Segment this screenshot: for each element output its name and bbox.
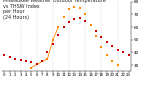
Point (111, 61, 114, 62)
Point (127, 54, 130, 56)
Point (73, 19, 76, 20)
Point (84, 20, 87, 21)
Point (68, 9, 70, 10)
Point (57, 26, 60, 28)
Point (79, 7, 81, 9)
Point (100, 47, 103, 48)
Point (57, 34, 60, 35)
Point (62, 16, 65, 18)
Point (116, 49, 119, 51)
Point (30, 67, 33, 68)
Point (46, 52, 49, 53)
Point (14, 58, 16, 59)
Point (35, 63, 38, 64)
Point (19, 59, 22, 61)
Point (106, 54, 108, 56)
Point (100, 36, 103, 38)
Point (52, 39, 54, 40)
Point (3, 54, 6, 56)
Point (106, 41, 108, 43)
Point (46, 58, 49, 59)
Point (25, 61, 27, 62)
Point (52, 43, 54, 44)
Point (73, 6, 76, 7)
Point (122, 52, 124, 53)
Point (30, 62, 33, 63)
Point (111, 45, 114, 47)
Point (41, 61, 43, 62)
Point (62, 26, 65, 28)
Point (95, 35, 97, 37)
Point (95, 30, 97, 32)
Text: Milwaukee Weather Outdoor Temperature
vs THSW Index
per Hour
(24 Hours): Milwaukee Weather Outdoor Temperature vs… (3, 0, 106, 20)
Point (89, 24, 92, 25)
Point (84, 14, 87, 15)
Point (89, 24, 92, 25)
Point (116, 64, 119, 66)
Point (79, 17, 81, 19)
Point (8, 57, 11, 58)
Point (68, 21, 70, 23)
